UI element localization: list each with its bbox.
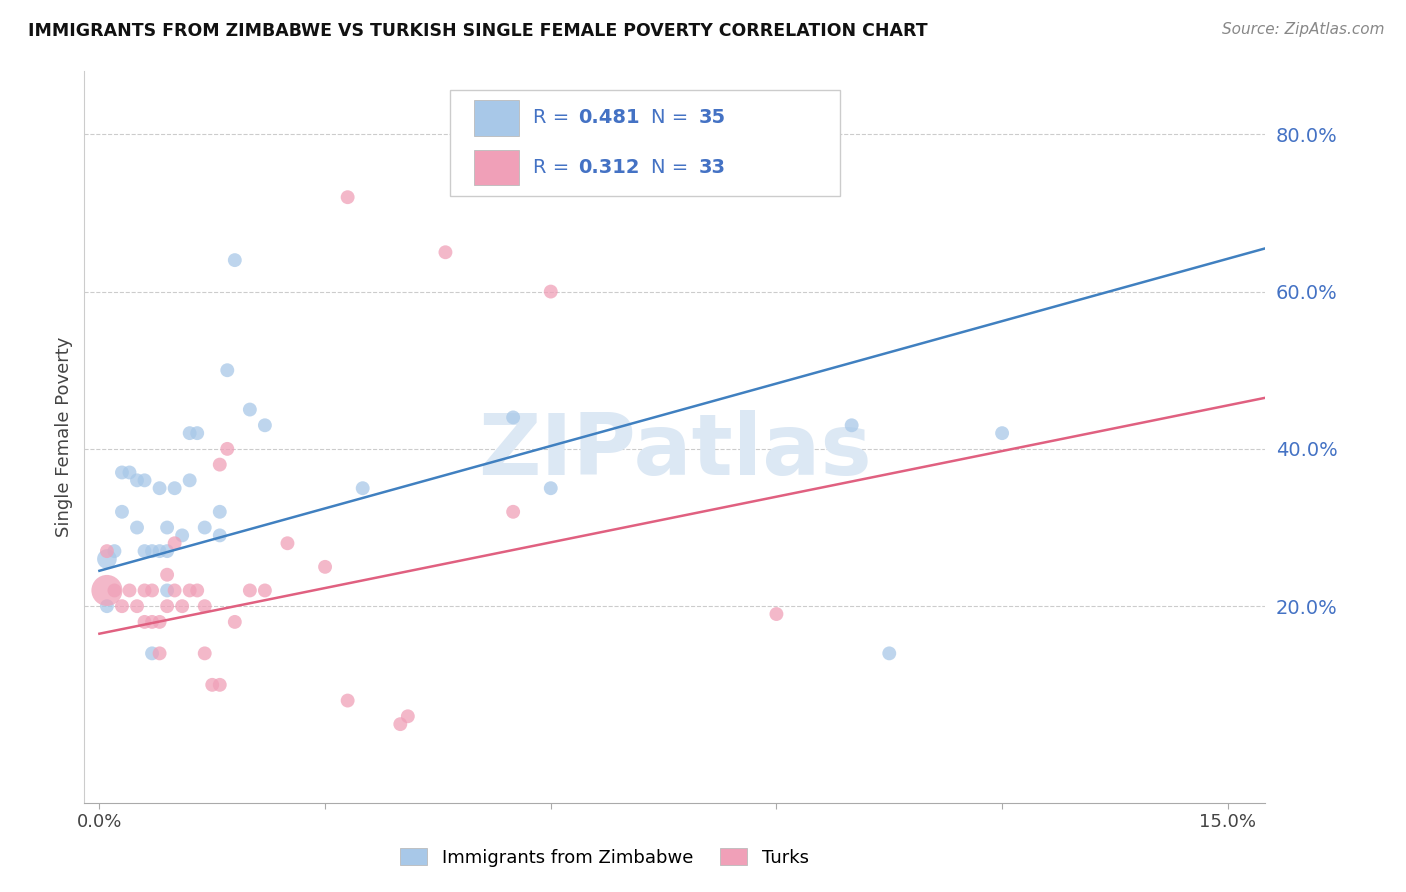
Point: [134, 583, 156, 598]
Point: [186, 583, 208, 598]
Point: [96, 552, 118, 566]
Point: [253, 583, 276, 598]
Point: [224, 253, 246, 268]
Point: [540, 285, 562, 299]
Point: [141, 646, 163, 660]
Text: 35: 35: [699, 109, 725, 128]
Text: 0.312: 0.312: [578, 158, 640, 177]
Text: 0.481: 0.481: [578, 109, 640, 128]
Point: [194, 520, 217, 534]
Point: [111, 599, 134, 614]
Point: [336, 693, 359, 707]
Point: [111, 505, 134, 519]
Text: N =: N =: [651, 109, 695, 128]
Point: [96, 544, 118, 558]
Point: [118, 583, 141, 598]
Text: ZIPatlas: ZIPatlas: [478, 410, 872, 493]
Legend: Immigrants from Zimbabwe, Turks: Immigrants from Zimbabwe, Turks: [394, 841, 815, 874]
Point: [125, 473, 148, 487]
Point: [172, 528, 194, 542]
Point: [396, 709, 419, 723]
Point: [179, 426, 201, 441]
Point: [186, 426, 208, 441]
Text: Source: ZipAtlas.com: Source: ZipAtlas.com: [1222, 22, 1385, 37]
Point: [224, 615, 246, 629]
Point: [352, 481, 374, 495]
Point: [156, 520, 179, 534]
Point: [194, 646, 217, 660]
Point: [540, 481, 562, 495]
Point: [253, 418, 276, 433]
Point: [156, 567, 179, 582]
Text: N =: N =: [651, 158, 695, 177]
Point: [208, 678, 231, 692]
Point: [141, 583, 163, 598]
Point: [502, 410, 524, 425]
Point: [149, 615, 172, 629]
Point: [217, 363, 239, 377]
Text: R =: R =: [533, 109, 575, 128]
Text: R =: R =: [533, 158, 575, 177]
Point: [141, 544, 163, 558]
Point: [149, 481, 172, 495]
Point: [201, 678, 224, 692]
Point: [163, 536, 186, 550]
Point: [314, 559, 336, 574]
Point: [141, 615, 163, 629]
Point: [134, 615, 156, 629]
Point: [111, 466, 134, 480]
Point: [179, 473, 201, 487]
Point: [217, 442, 239, 456]
FancyBboxPatch shape: [450, 90, 841, 195]
Point: [103, 544, 125, 558]
Point: [118, 466, 141, 480]
Point: [276, 536, 298, 550]
Text: 33: 33: [699, 158, 725, 177]
Point: [434, 245, 457, 260]
Point: [163, 481, 186, 495]
Point: [502, 505, 524, 519]
Point: [208, 505, 231, 519]
Point: [172, 599, 194, 614]
Point: [877, 646, 900, 660]
Bar: [474, 101, 519, 136]
Point: [125, 520, 148, 534]
Point: [96, 599, 118, 614]
Point: [103, 583, 125, 598]
Point: [239, 583, 262, 598]
Point: [96, 583, 118, 598]
Point: [208, 528, 231, 542]
Text: IMMIGRANTS FROM ZIMBABWE VS TURKISH SINGLE FEMALE POVERTY CORRELATION CHART: IMMIGRANTS FROM ZIMBABWE VS TURKISH SING…: [28, 22, 928, 40]
Point: [991, 426, 1014, 441]
Point: [389, 717, 412, 731]
Point: [239, 402, 262, 417]
Point: [149, 544, 172, 558]
Point: [125, 599, 148, 614]
Point: [841, 418, 863, 433]
Point: [149, 646, 172, 660]
Point: [156, 599, 179, 614]
Point: [156, 544, 179, 558]
Y-axis label: Single Female Poverty: Single Female Poverty: [55, 337, 73, 537]
Point: [163, 583, 186, 598]
Point: [208, 458, 231, 472]
Point: [134, 544, 156, 558]
Point: [336, 190, 359, 204]
Point: [194, 599, 217, 614]
Point: [156, 583, 179, 598]
Bar: [474, 150, 519, 185]
Point: [134, 473, 156, 487]
Point: [765, 607, 787, 621]
Point: [179, 583, 201, 598]
